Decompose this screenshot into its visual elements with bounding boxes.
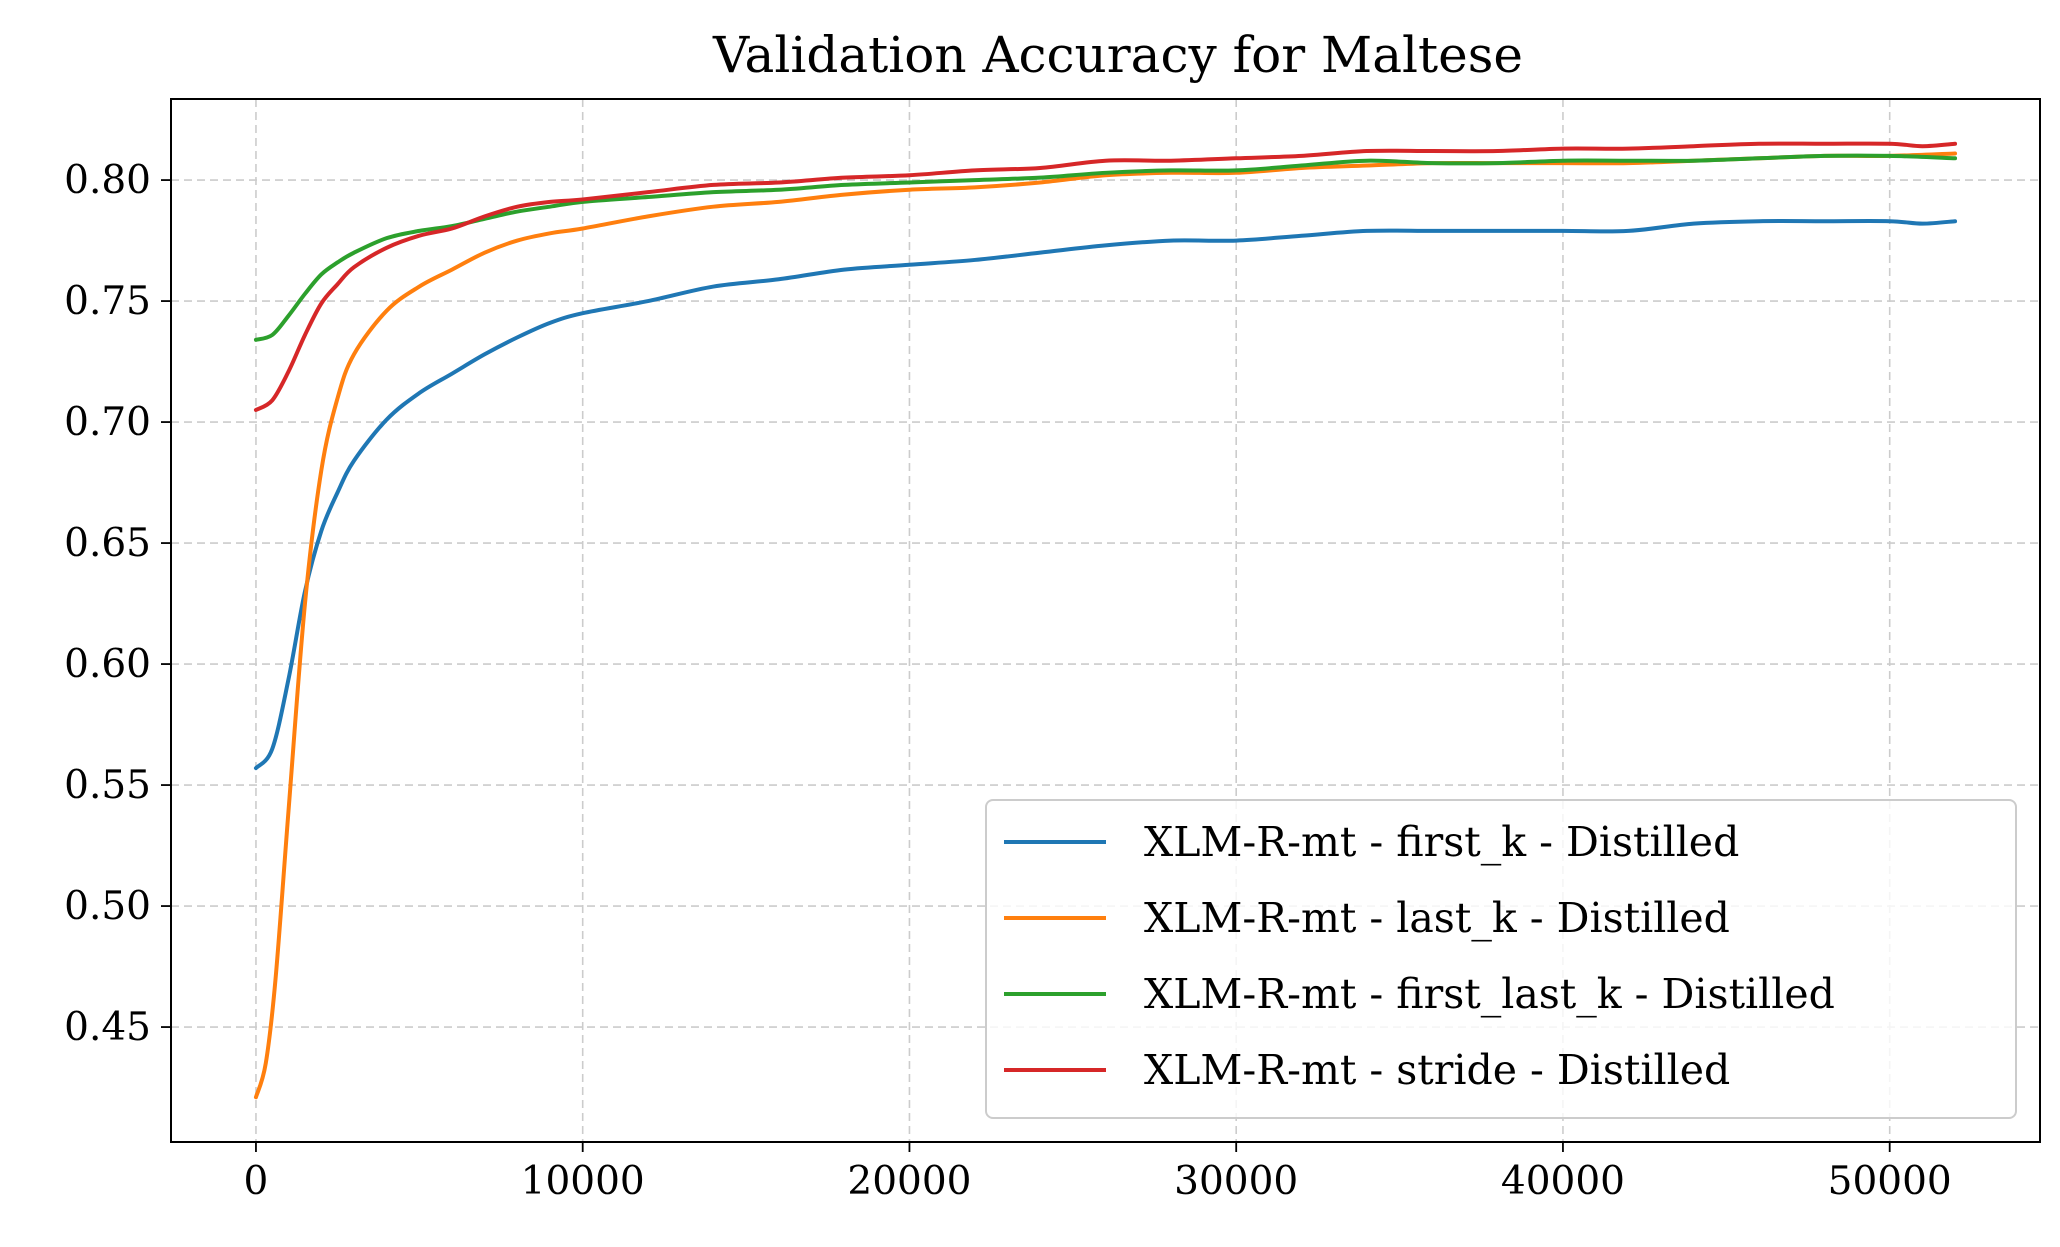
legend-label: XLM-R-mt - stride - Distilled [1144, 1046, 1730, 1094]
grid [171, 99, 2040, 1142]
y-tick-label: 0.80 [64, 158, 151, 203]
x-tick-label: 40000 [1501, 1159, 1625, 1204]
x-tick-label: 30000 [1174, 1159, 1298, 1204]
legend-label: XLM-R-mt - first_k - Distilled [1144, 818, 1739, 866]
plot-lines [253, 141, 1958, 1100]
y-tick-label: 0.45 [64, 1005, 151, 1050]
legend-box [985, 799, 2017, 1119]
y-tick-label: 0.70 [64, 400, 151, 445]
y-tick-label: 0.55 [64, 763, 151, 808]
x-axis: 0 10000 20000 30000 40000 50000 [244, 1142, 1952, 1204]
legend: XLM-R-mt - first_k - Distilled XLM-R-mt -… [985, 799, 2017, 1119]
y-tick-label: 0.75 [64, 279, 151, 324]
legend-label: XLM-R-mt - first_last_k - Distilled [1144, 970, 1835, 1018]
y-tick-label: 0.50 [64, 884, 151, 929]
chart-title: Validation Accuracy for Maltese [712, 26, 1523, 84]
series-line-3 [253, 153, 1958, 342]
x-tick-label: 50000 [1828, 1159, 1952, 1204]
series-line-1 [253, 219, 1958, 771]
legend-label: XLM-R-mt - last_k - Distilled [1144, 894, 1730, 942]
series-line-2 [253, 151, 1958, 1100]
x-tick-label: 20000 [847, 1159, 971, 1204]
x-tick-label: 10000 [521, 1159, 645, 1204]
y-tick-label: 0.60 [64, 642, 151, 687]
y-axis: 0.45 0.50 0.55 0.60 0.65 0.70 0.75 0.80 [64, 158, 171, 1050]
x-tick-label: 0 [244, 1159, 269, 1204]
plot-frame [170, 98, 2041, 1143]
y-tick-label: 0.65 [64, 521, 151, 566]
series-line-4 [253, 141, 1958, 412]
